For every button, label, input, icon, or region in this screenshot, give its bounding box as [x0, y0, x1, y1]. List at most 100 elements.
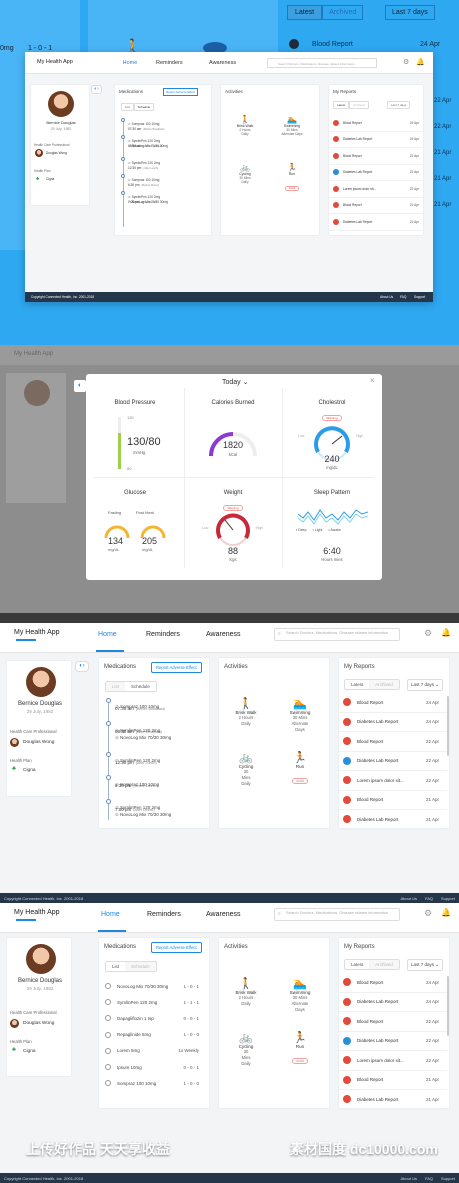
report-item[interactable]: Blood Report 22 Apr	[329, 148, 425, 165]
activity-brisk-walk[interactable]: 🚶 Brisk Walk 2 Hours Daily	[231, 698, 261, 727]
schedule-tab[interactable]: Schedule	[133, 103, 155, 111]
bell-icon[interactable]: 🔔	[441, 628, 451, 637]
gear-icon[interactable]: ⚙	[424, 628, 433, 638]
glucose-panel[interactable]: Glucose Fasting Post Meal 134 205 mg/dL …	[86, 490, 184, 570]
report-adverse-button[interactable]: Report Adverse Effect	[151, 662, 202, 673]
scheduled-med[interactable]: ⊘ Sompraz 100 10mg	[128, 122, 159, 126]
search-input[interactable]: Search Doctors, Medications, Disease rel…	[267, 58, 377, 68]
list-tab[interactable]: List	[106, 682, 126, 691]
latest-tab[interactable]: Latest	[333, 101, 350, 109]
report-item[interactable]: Blood Report 21 Apr	[339, 1071, 447, 1090]
tab-home[interactable]: Home	[98, 631, 117, 638]
report-item[interactable]: Diabetes Lab Report 24 Apr	[339, 993, 447, 1012]
faq-link[interactable]: FAQ	[400, 295, 407, 299]
range-select[interactable]: Last 7 days	[387, 101, 411, 109]
collapse-toggle[interactable]: ◐›	[91, 85, 102, 94]
activity-run[interactable]: 🏃 Run Avoid	[285, 1032, 315, 1067]
range-select[interactable]: Last 7 days ⌄	[407, 679, 444, 691]
scheduled-med[interactable]: ⊘ Sompraz 100 10mg	[115, 782, 159, 788]
schedule-tab[interactable]: Schedule	[131, 684, 150, 689]
faq-link[interactable]: FAQ	[424, 896, 433, 901]
bell-icon[interactable]: 🔔	[416, 59, 425, 66]
medication-row[interactable]: SymlinPen 120 2mg 1 - 1 - 1	[99, 994, 211, 1010]
hcp-name[interactable]: Douglas Wong	[46, 151, 67, 155]
scheduled-med[interactable]: ⊘ SymlinPen 120 2mg	[115, 758, 160, 764]
medication-row[interactable]: Sompraz 100 10mg 1 - 0 - 0	[99, 1075, 211, 1091]
scheduled-med[interactable]: ⊘ SymlinPen 120 2mg	[128, 195, 160, 199]
support-link[interactable]: Support	[440, 896, 455, 901]
support-link[interactable]: Support	[414, 295, 426, 299]
medication-row[interactable]: Ipsum 10mg 0 - 0 - 1	[99, 1059, 211, 1075]
search-input[interactable]: ⌕ Search Doctors, Medications, Disease r…	[274, 628, 400, 641]
list-tab[interactable]: List	[112, 964, 120, 969]
about-link[interactable]: About Us	[380, 295, 394, 299]
tab-awareness[interactable]: Awareness	[206, 631, 241, 638]
report-item[interactable]: Diabetes Lab Report 21 Apr	[339, 810, 447, 830]
plan-name[interactable]: Cigna	[46, 177, 55, 181]
latest-tab[interactable]: Latest	[351, 682, 364, 687]
about-link[interactable]: About Us	[400, 1176, 417, 1181]
collapse-toggle[interactable]: ◐›	[75, 661, 89, 672]
plan-name[interactable]: Cigna	[23, 1049, 36, 1054]
activity-run[interactable]: 🏃 Run Avoid	[285, 752, 315, 787]
blood-pressure-panel[interactable]: Blood Pressure 130 130/80 mmHg 80	[86, 400, 184, 476]
hcp-name[interactable]: Douglas Wong	[23, 1021, 55, 1026]
activity-brisk-walk[interactable]: 🚶 Brisk Walk 2 Hours Daily	[233, 115, 257, 136]
report-item[interactable]: Diabetes Lab Report 24 Apr	[329, 132, 425, 148]
scheduled-med[interactable]: ⊘ SymlinPen 120 2mg	[128, 161, 160, 165]
report-adverse-button[interactable]: Report Adverse Effect	[163, 88, 199, 96]
sleep-panel[interactable]: Sleep Pattern • Deep • Light • Awake 6:4…	[282, 490, 382, 570]
plan-name[interactable]: Cigna	[23, 768, 36, 773]
scheduled-med[interactable]: ⊘ NovoLog Mix 70/30 30mg	[128, 200, 168, 204]
archived-tab[interactable]: Archived	[369, 960, 399, 969]
list-tab[interactable]: List	[121, 103, 134, 111]
report-item[interactable]: Blood Report 22 Apr	[339, 732, 447, 752]
report-item[interactable]: Blood Report 21 Apr	[329, 198, 425, 214]
schedule-tab[interactable]: Schedule	[125, 962, 156, 971]
activity-swimming[interactable]: 🏊 Swimming 30 Mins Alternate Days	[285, 698, 315, 733]
latest-tab[interactable]: Latest	[351, 962, 364, 967]
report-item[interactable]: Blood Report 22 Apr	[339, 1012, 447, 1032]
activity-swimming[interactable]: 🏊 Swimming 30 Mins Alternate Days	[277, 115, 307, 136]
medication-row[interactable]: NovoLog Mix 70/30 30mg 1 - 0 - 1	[99, 978, 211, 994]
tab-reminders[interactable]: Reminders	[146, 631, 180, 638]
tab-reminders[interactable]: Reminders	[147, 911, 181, 918]
report-item[interactable]: Diabetes Lab Report 21 Apr	[329, 214, 425, 231]
range-select[interactable]: Last 7 days ⌄	[407, 959, 444, 971]
scheduled-med[interactable]: ⊘ SymlinPen 120 2mg	[115, 728, 160, 734]
cholesterol-panel[interactable]: Cholestrol Warning Low High 240 mg/dL	[282, 400, 382, 476]
medication-row[interactable]: Lorem 5mg 1x Weekly	[99, 1043, 211, 1059]
hcp-name[interactable]: Douglas Wong	[23, 740, 55, 745]
scheduled-med[interactable]: ⊘ SymlinPen 120 2mg	[115, 805, 160, 811]
tab-home[interactable]: Home	[122, 60, 138, 66]
report-item[interactable]: Lorem ipsum dolor sit... 22 Apr	[339, 771, 447, 791]
faq-link[interactable]: FAQ	[424, 1176, 433, 1181]
scheduled-med[interactable]: ⊘ Sompraz 100 10mg	[115, 704, 159, 710]
scrollbar[interactable]	[447, 976, 449, 1036]
refresh-icon[interactable]: ◐	[74, 380, 86, 392]
activity-cycling[interactable]: 🚲 Cycling 30 Mins Daily	[231, 752, 261, 787]
activity-run[interactable]: 🏃 Run Avoid	[279, 163, 305, 194]
report-item[interactable]: Diabetes Lab Report 22 Apr	[329, 165, 425, 181]
tab-reminders[interactable]: Reminders	[156, 60, 183, 66]
gear-icon[interactable]: ⚙	[424, 908, 433, 918]
report-item[interactable]: Diabetes Lab Report 22 Apr	[339, 1032, 447, 1051]
activity-cycling[interactable]: 🚲 Cycling 30 Mins Daily	[233, 163, 257, 184]
tab-awareness[interactable]: Awareness	[209, 60, 237, 66]
today-selector[interactable]: Today ⌄	[222, 378, 249, 386]
scheduled-med[interactable]: ⊘ NovoLog Mix 70/30 30mg	[128, 144, 168, 148]
scheduled-med[interactable]: ⊘ Sompraz 100 10mg	[128, 178, 159, 182]
scheduled-med[interactable]: ⊘ NovoLog Mix 70/30 30mg	[115, 735, 171, 741]
support-link[interactable]: Support	[440, 1176, 455, 1181]
scheduled-med[interactable]: ⊘ SymlinPen 120 2mg	[128, 139, 160, 143]
medication-row[interactable]: Dapagliflozin 1 tsp 0 - 0 - 1	[99, 1010, 211, 1026]
report-item[interactable]: Blood Report 24 Apr	[339, 973, 447, 993]
archived-tab[interactable]: Archived	[349, 101, 369, 109]
about-link[interactable]: About Us	[400, 896, 417, 901]
close-icon[interactable]: ×	[370, 376, 375, 385]
report-item[interactable]: Blood Report 24 Apr	[329, 115, 425, 132]
bell-icon[interactable]: 🔔	[441, 908, 451, 917]
tab-home[interactable]: Home	[101, 911, 120, 918]
report-item[interactable]: Diabetes Lab Report 24 Apr	[339, 713, 447, 732]
report-item[interactable]: Blood Report 21 Apr	[339, 791, 447, 810]
